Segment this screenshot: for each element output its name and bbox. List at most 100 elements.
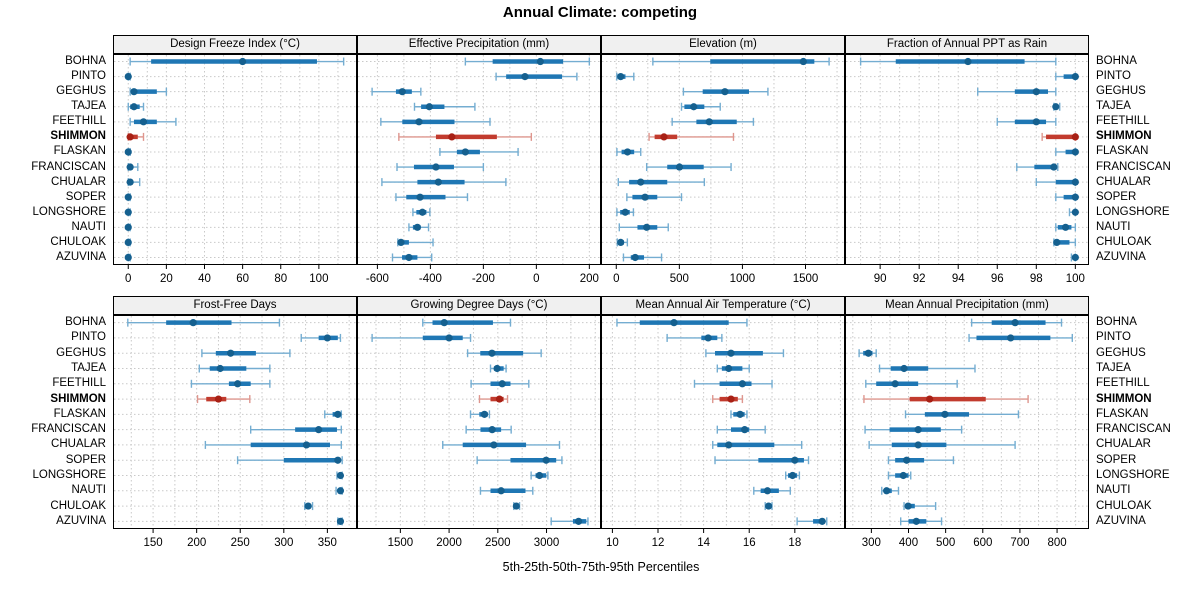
site-label-left-pinto: PINTO	[71, 331, 106, 344]
site-label-right-shimmon: SHIMMON	[1096, 130, 1152, 143]
site-label-right-geghus: GEGHUS	[1096, 346, 1146, 359]
median-dot	[124, 223, 132, 231]
median-dot	[497, 487, 505, 495]
median-dot	[617, 73, 625, 81]
median-dot	[1071, 208, 1079, 216]
site-label-right-flaskan: FLASKAN	[1096, 407, 1149, 420]
site-label-left-longshore: LONGSHORE	[32, 469, 107, 481]
site-label-left-shimmon: SHIMMON	[50, 392, 106, 405]
plot-border	[113, 315, 357, 529]
series-franciscan-frost-free-days	[249, 425, 343, 434]
axis-tick-label: 100	[309, 273, 328, 285]
site-label-right-pinto: PINTO	[1096, 70, 1131, 83]
site-label-right-soper: SOPER	[1096, 453, 1137, 466]
series-franciscan-growing-degree-days-c	[465, 425, 512, 434]
median-dot	[964, 57, 972, 66]
median-dot	[480, 410, 489, 418]
axis-tick-label: 40	[198, 273, 211, 285]
median-dot	[461, 148, 469, 156]
median-dot	[1061, 223, 1070, 231]
median-dot	[418, 208, 427, 216]
series-bohna-frost-free-days	[127, 318, 281, 327]
series-soper-mean-annual-air-temperature-c	[714, 456, 810, 465]
panel-header-effective-precipitation-mm: Effective Precipitation (mm)	[357, 35, 601, 54]
axis-tick-label: 200	[580, 273, 599, 285]
median-dot	[864, 349, 872, 357]
median-dot	[542, 456, 550, 464]
median-dot	[495, 395, 504, 403]
axis-tick-label: 18	[788, 537, 801, 549]
median-dot	[488, 426, 496, 434]
site-label-left-chuloak: CHULOAK	[50, 235, 106, 248]
panel-plot-fraction-of-annual-ppt-as-rain: 90 92 94 96 98 100	[845, 54, 1089, 285]
site-label-left-soper: SOPER	[65, 453, 106, 466]
series-pinto-design-freeze-index-c	[124, 72, 132, 81]
median-dot	[736, 410, 744, 418]
median-dot	[1071, 133, 1079, 141]
median-dot	[727, 349, 735, 357]
axis-tick-label: 0	[533, 273, 539, 285]
axis-tick-label: 300	[274, 537, 293, 549]
series-chualar-mean-annual-air-temperature-c	[712, 440, 803, 449]
site-label-left-shimmon: SHIMMON	[50, 130, 106, 143]
median-dot	[434, 178, 442, 186]
series-longshore-elevation-m	[616, 208, 635, 217]
median-dot	[130, 103, 138, 111]
series-nauti-growing-degree-days-c	[479, 486, 534, 495]
series-shimmon-design-freeze-index-c	[126, 132, 145, 141]
median-dot	[617, 238, 625, 246]
site-label-left-pinto: PINTO	[71, 70, 106, 83]
series-tajea-effective-precipitation-mm	[413, 102, 476, 111]
median-dot	[637, 178, 645, 186]
axis-tick-label: 90	[874, 273, 887, 285]
median-dot	[227, 349, 235, 357]
median-dot	[914, 426, 922, 434]
series-soper-frost-free-days	[236, 456, 343, 465]
panel-plot-mean-annual-precipitation-mm: 300 400 500 600 700 800	[845, 315, 1089, 549]
axis-tick-label: 300	[862, 537, 881, 549]
series-nauti-mean-annual-air-temperature-c	[753, 486, 791, 495]
median-dot	[641, 193, 649, 201]
series-geghus-mean-annual-precipitation-mm	[858, 349, 877, 358]
series-franciscan-design-freeze-index-c	[126, 163, 139, 172]
series-chualar-effective-precipitation-mm	[381, 178, 507, 187]
site-label-right-franciscan: FRANCISCAN	[1096, 160, 1171, 173]
series-nauti-elevation-m	[618, 223, 669, 232]
series-azuvina-mean-annual-air-temperature-c	[796, 517, 828, 526]
median-dot	[498, 380, 506, 388]
series-soper-fraction-of-annual-ppt-as-rain	[1055, 193, 1079, 202]
median-dot	[670, 319, 678, 327]
median-dot	[323, 334, 331, 342]
site-label-right-soper: SOPER	[1096, 190, 1137, 203]
series-geghus-growing-degree-days-c	[466, 349, 542, 358]
axis-tick-label: 100	[1066, 273, 1085, 285]
site-label-left-bohna: BOHNA	[65, 55, 106, 68]
series-soper-growing-degree-days-c	[476, 456, 563, 465]
site-label-left-tajea: TAJEA	[71, 100, 106, 113]
axis-tick-label: 400	[899, 537, 918, 549]
median-dot	[818, 517, 826, 525]
median-dot	[124, 238, 132, 246]
site-label-left-soper: SOPER	[65, 190, 106, 203]
series-chuloak-fraction-of-annual-ppt-as-rain	[1053, 238, 1077, 247]
series-longshore-frost-free-days	[336, 471, 345, 480]
median-dot	[334, 456, 342, 464]
axis-tick-label: 94	[952, 273, 965, 285]
series-shimmon-frost-free-days	[196, 395, 251, 404]
axis-tick-label: -200	[472, 273, 495, 285]
site-label-left-flaskan: FLASKAN	[53, 407, 106, 420]
median-dot	[904, 502, 912, 510]
median-dot	[432, 163, 440, 171]
series-pinto-frost-free-days	[300, 333, 342, 342]
series-tajea-growing-degree-days-c	[489, 364, 507, 373]
series-flaskan-frost-free-days	[324, 410, 343, 419]
median-dot	[416, 193, 424, 201]
panel-header-design-freeze-index-c: Design Freeze Index (°C)	[113, 35, 357, 54]
series-soper-design-freeze-index-c	[124, 193, 132, 202]
series-chualar-frost-free-days	[204, 440, 343, 449]
median-dot	[631, 253, 639, 262]
site-label-left-chualar: CHUALAR	[51, 438, 106, 451]
axis-tick-label: 500	[670, 273, 689, 285]
median-dot	[623, 148, 632, 156]
median-dot	[302, 441, 311, 449]
